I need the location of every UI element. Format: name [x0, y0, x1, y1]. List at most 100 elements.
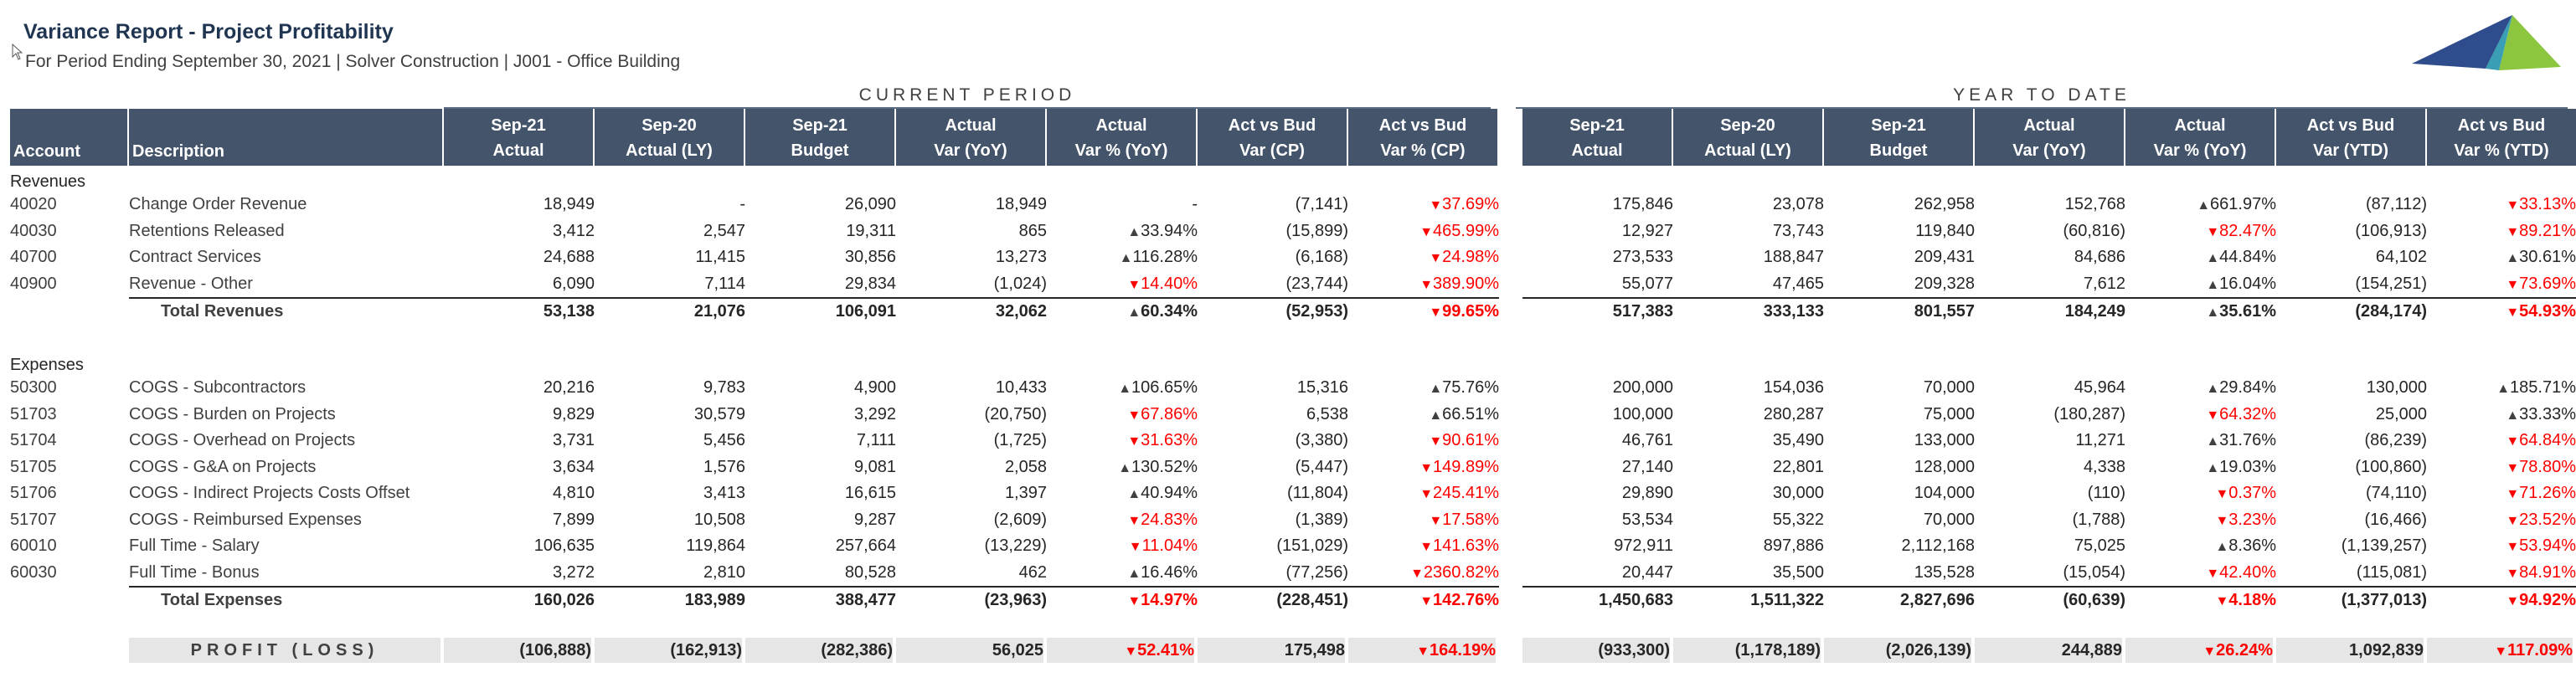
value-cell: 70,000 — [1923, 378, 1975, 398]
variance-percent-value: 11.04% — [1141, 536, 1198, 556]
column-gap — [1499, 244, 1522, 271]
table-row[interactable]: 51706 COGS - Indirect Projects Costs Offs… — [10, 480, 2576, 507]
table-row[interactable]: 60030 Full Time - Bonus 3,272 2,810 80,528 46… — [10, 560, 2576, 587]
value-cell: 3,731 — [552, 431, 595, 450]
column-header[interactable]: Sep-21 Budget — [745, 109, 896, 166]
column-header-description[interactable]: Description — [129, 109, 444, 166]
triangle-up-icon — [2206, 275, 2219, 293]
column-header[interactable]: Actual Var (YoY) — [1975, 109, 2125, 166]
description-cell: COGS - Subcontractors — [129, 378, 307, 398]
triangle-down-icon — [1127, 431, 1141, 449]
table-row[interactable]: 51703 COGS - Burden on Projects 9,829 30,57… — [10, 402, 2576, 429]
table-row[interactable]: 51707 COGS - Reimbursed Expenses 7,899 10,5… — [10, 507, 2576, 534]
account-cell: 51703 — [10, 404, 57, 423]
variance-percent-cell: 164.19% — [1348, 638, 1499, 663]
value-cell: 972,911 — [1614, 536, 1673, 556]
value-cell: 12,927 — [1621, 221, 1673, 240]
variance-percent-cell: 90.61% — [1348, 428, 1499, 454]
value-cell: 7,111 — [856, 431, 896, 450]
value-cell: 257,664 — [835, 536, 896, 556]
value-cell: 133,000 — [1914, 431, 1975, 450]
value-cell: (7,141) — [1295, 195, 1348, 214]
spacer-cell — [10, 324, 2576, 349]
value-cell: 209,431 — [1914, 248, 1975, 267]
account-cell: 60030 — [10, 562, 57, 582]
column-header[interactable]: Act vs Bud Var % (YTD) — [2427, 109, 2576, 166]
value-cell: 35,500 — [1772, 562, 1824, 582]
triangle-up-icon — [1118, 458, 1131, 476]
value-cell: 100,000 — [1612, 404, 1673, 423]
spacer-row — [10, 324, 2576, 349]
triangle-up-icon — [2197, 195, 2210, 213]
value-cell: 15,316 — [1296, 378, 1348, 398]
value-cell: 56,025 — [896, 638, 1047, 663]
variance-percent-cell: 3.23% — [2125, 507, 2276, 534]
triangle-up-icon — [1429, 405, 1442, 423]
value-cell: (13,229) — [984, 536, 1048, 556]
account-cell: 40030 — [10, 221, 57, 240]
table-row[interactable]: 40700 Contract Services 24,688 11,415 30,856… — [10, 244, 2576, 271]
table-row[interactable]: 50300 COGS - Subcontractors 20,216 9,783 4,9… — [10, 375, 2576, 402]
value-cell: (60,816) — [2063, 221, 2126, 240]
value-cell: 20,447 — [1621, 562, 1673, 582]
section-label: Revenues — [10, 172, 86, 191]
value-cell: (15,899) — [1285, 221, 1349, 240]
spacer-cell — [10, 613, 2576, 638]
column-header[interactable]: Act vs Bud Var (CP) — [1198, 109, 1348, 166]
table-row[interactable]: 40030 Retentions Released 3,412 2,547 19,311… — [10, 218, 2576, 245]
value-cell: 2,058 — [1004, 457, 1047, 476]
variance-percent-cell: 11.04% — [1047, 533, 1198, 560]
value-cell: 29,890 — [1621, 484, 1673, 503]
value-cell: 1,092,839 — [2276, 638, 2427, 663]
variance-percent-value: 29.84% — [2219, 378, 2276, 398]
variance-percent-cell: 4.18% — [2125, 586, 2276, 613]
value-cell: (77,256) — [1285, 562, 1349, 582]
column-header-account[interactable]: Account — [10, 109, 129, 166]
column-header[interactable]: Sep-21 Actual — [1522, 109, 1673, 166]
column-header[interactable]: Act vs Bud Var % (CP) — [1348, 109, 1499, 166]
table-row[interactable]: 40020 Change Order Revenue 18,949 - 26,090 18… — [10, 192, 2576, 218]
column-header[interactable]: Actual Var (YoY) — [896, 109, 1047, 166]
value-cell: (1,024) — [993, 274, 1047, 293]
column-header[interactable]: Actual Var % (YoY) — [2125, 109, 2276, 166]
value-cell: (1,139,257) — [2341, 536, 2427, 556]
description-cell: COGS - G&A on Projects — [129, 457, 317, 476]
value-cell: (6,168) — [1295, 248, 1348, 267]
description-cell: Change Order Revenue — [129, 195, 307, 214]
variance-percent-cell: 30.61% — [2427, 244, 2576, 271]
value-cell: 1,450,683 — [1522, 586, 1673, 613]
triangle-up-icon — [2506, 248, 2519, 266]
variance-percent-cell: 14.40% — [1047, 271, 1198, 298]
triangle-down-icon — [2206, 563, 2219, 582]
column-header[interactable]: Act vs Bud Var (YTD) — [2276, 109, 2427, 166]
variance-percent-value: 164.19% — [1430, 640, 1496, 660]
column-header[interactable]: Sep-20 Actual (LY) — [1673, 109, 1824, 166]
table-row[interactable]: 40900 Revenue - Other 6,090 7,114 29,834 (1,0… — [10, 271, 2576, 298]
value-cell: 35,490 — [1772, 431, 1824, 450]
triangle-down-icon — [1429, 511, 1442, 529]
value-cell: (1,389) — [1295, 510, 1348, 529]
table-row[interactable]: 51705 COGS - G&A on Projects 3,634 1,576 9,0… — [10, 454, 2576, 481]
value-cell: 26,090 — [844, 195, 896, 214]
column-gap — [1499, 297, 1522, 324]
column-header[interactable]: Sep-20 Actual (LY) — [595, 109, 745, 166]
value-cell: 262,958 — [1914, 195, 1975, 214]
account-cell: 51706 — [10, 484, 57, 503]
column-header[interactable]: Actual Var % (YoY) — [1047, 109, 1198, 166]
value-cell: (23,744) — [1285, 274, 1349, 293]
value-cell: 2,827,696 — [1824, 586, 1975, 613]
variance-percent-cell: 23.52% — [2427, 507, 2576, 534]
column-header[interactable]: Sep-21 Budget — [1824, 109, 1975, 166]
column-gap — [1499, 218, 1522, 245]
table-row[interactable]: 51704 COGS - Overhead on Projects 3,731 5,4… — [10, 428, 2576, 454]
triangle-up-icon — [2215, 536, 2228, 555]
table-row[interactable]: 60010 Full Time - Salary 106,635 119,864 257… — [10, 533, 2576, 560]
column-header[interactable]: Sep-21 Actual — [444, 109, 595, 166]
triangle-down-icon — [1419, 275, 1433, 293]
variance-percent-cell: 33.13% — [2427, 192, 2576, 218]
triangle-down-icon — [1429, 248, 1442, 266]
value-cell: 517,383 — [1522, 297, 1673, 324]
variance-percent-cell: 82.47% — [2125, 218, 2276, 245]
value-cell: (74,110) — [2365, 484, 2427, 503]
value-cell: 80,528 — [844, 562, 896, 582]
